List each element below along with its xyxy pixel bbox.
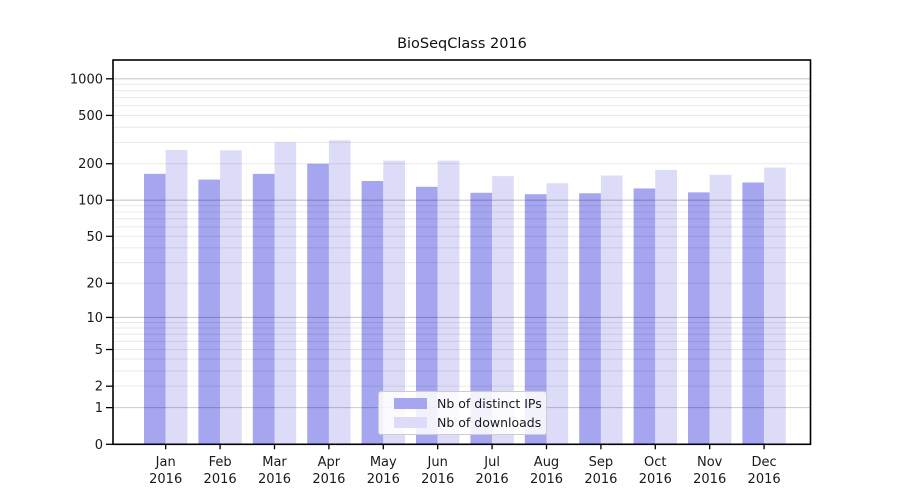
y-tick-label-1: 1 <box>95 401 103 416</box>
bar-apr-downloads <box>328 140 351 445</box>
bar-jul-downloads <box>492 176 514 445</box>
x-tick-label-oct-year: 2016 <box>639 472 672 487</box>
x-tick-label-jun: Jun <box>427 455 448 470</box>
x-tick-label-dec-year: 2016 <box>748 472 781 487</box>
bar-jan-distinct-ips <box>144 173 166 445</box>
bar-mar-distinct-ips <box>252 173 275 445</box>
chart-title: BioSeqClass 2016 <box>397 36 527 52</box>
bar-dec-distinct-ips <box>742 182 765 445</box>
axes-frame <box>112 59 812 446</box>
x-tick-label-dec: Dec <box>752 455 777 470</box>
x-tick-label-jan: Jan <box>155 455 176 470</box>
x-tick-label-apr: Apr <box>318 455 341 470</box>
x-tick-label-sep-year: 2016 <box>584 472 617 487</box>
bar-aug-downloads <box>546 183 569 445</box>
x-tick-label-apr-year: 2016 <box>312 472 345 487</box>
y-tick-label-2: 2 <box>95 380 103 395</box>
bar-may-downloads <box>383 160 405 445</box>
y-tick-label-200: 200 <box>78 157 103 172</box>
x-tick-label-mar-year: 2016 <box>258 472 291 487</box>
bar-oct-distinct-ips <box>633 188 656 445</box>
legend-swatch-distinct-ips <box>394 398 427 409</box>
bar-nov-distinct-ips <box>688 192 710 445</box>
legend-entry-downloads: Nb of downloads <box>394 415 546 430</box>
x-tick-label-nov-year: 2016 <box>693 472 726 487</box>
x-tick-label-aug: Aug <box>534 455 559 470</box>
bar-sep-distinct-ips <box>579 193 601 445</box>
legend-entry-distinct-ips: Nb of distinct IPs <box>394 396 546 411</box>
x-tick-label-jan-year: 2016 <box>149 472 182 487</box>
x-tick-label-oct: Oct <box>644 455 666 470</box>
bar-feb-downloads <box>220 150 242 445</box>
bar-aug-distinct-ips <box>524 194 547 445</box>
y-tick-label-1000: 1000 <box>70 72 103 87</box>
bar-jan-downloads <box>165 149 188 445</box>
y-tick-label-50: 50 <box>86 230 103 245</box>
bar-jun-distinct-ips <box>416 186 438 445</box>
bar-may-distinct-ips <box>361 181 384 445</box>
bar-oct-downloads <box>655 169 677 445</box>
legend-label-downloads: Nb of downloads <box>437 415 542 430</box>
bar-feb-distinct-ips <box>198 179 221 445</box>
legend: Nb of distinct IPs Nb of downloads <box>378 391 547 435</box>
bar-apr-distinct-ips <box>307 163 329 445</box>
bar-nov-downloads <box>709 174 732 445</box>
bar-jul-distinct-ips <box>470 192 493 445</box>
x-tick-label-jul: Jul <box>483 455 500 470</box>
x-tick-label-aug-year: 2016 <box>530 472 563 487</box>
legend-swatch-downloads <box>394 417 427 428</box>
x-tick-label-sep: Sep <box>589 455 614 470</box>
bar-dec-downloads <box>764 167 786 445</box>
y-tick-label-100: 100 <box>78 194 103 209</box>
x-tick-label-feb-year: 2016 <box>204 472 237 487</box>
x-tick-label-jun-year: 2016 <box>421 472 454 487</box>
y-tick-label-5: 5 <box>95 343 103 358</box>
y-tick-label-10: 10 <box>86 311 103 326</box>
x-tick-label-may-year: 2016 <box>367 472 400 487</box>
y-tick-label-0: 0 <box>95 438 103 453</box>
y-tick-label-500: 500 <box>78 109 103 124</box>
x-tick-label-mar: Mar <box>262 455 287 470</box>
x-tick-label-may: May <box>370 455 397 470</box>
x-tick-label-feb: Feb <box>209 455 232 470</box>
bar-mar-downloads <box>274 142 297 445</box>
x-tick-label-jul-year: 2016 <box>476 472 509 487</box>
bar-jun-downloads <box>437 160 460 445</box>
x-tick-label-nov: Nov <box>697 455 723 470</box>
y-tick-label-20: 20 <box>86 277 103 292</box>
bar-sep-downloads <box>600 175 623 445</box>
legend-label-distinct-ips: Nb of distinct IPs <box>437 396 542 411</box>
